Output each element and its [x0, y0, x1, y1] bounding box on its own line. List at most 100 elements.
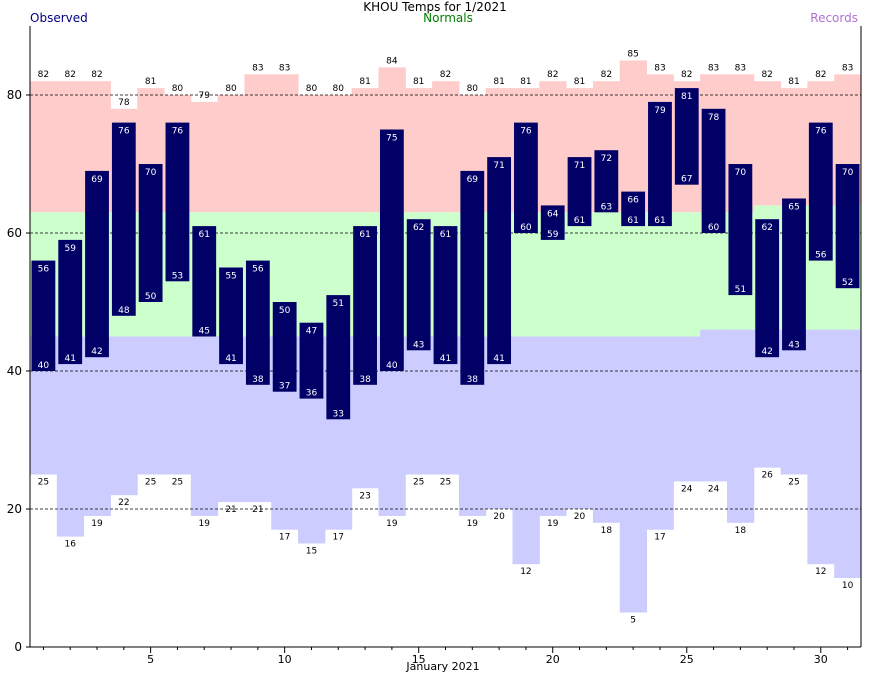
observed-high-label: 70	[145, 168, 157, 178]
observed-low-label: 50	[145, 292, 157, 302]
x-tick-label: 25	[680, 653, 694, 666]
observed-high-label: 61	[359, 230, 370, 240]
record-high-label: 81	[413, 77, 424, 87]
observed-high-label: 55	[225, 272, 236, 282]
observed-bar	[835, 164, 860, 289]
observed-high-label: 71	[493, 161, 504, 171]
record-high-band	[351, 88, 379, 213]
observed-bar	[540, 205, 565, 240]
record-low-band	[405, 336, 433, 475]
observed-high-label: 79	[654, 106, 666, 116]
record-high-band	[432, 81, 460, 213]
observed-high-label: 59	[64, 244, 76, 254]
record-low-label: 16	[64, 540, 76, 550]
observed-bar	[58, 239, 83, 365]
y-tick-label: 80	[7, 88, 22, 102]
observed-low-label: 40	[386, 361, 398, 371]
observed-high-label: 62	[413, 223, 424, 233]
record-low-band	[673, 336, 701, 482]
record-low-label: 18	[601, 526, 613, 536]
observed-bar	[353, 226, 377, 385]
observed-low-label: 43	[788, 340, 799, 350]
record-low-label: 20	[574, 512, 586, 522]
record-high-label: 83	[842, 63, 853, 73]
record-low-band	[83, 336, 111, 516]
observed-low-label: 41	[440, 354, 451, 364]
record-low-label: 19	[467, 519, 479, 529]
observed-low-label: 59	[547, 230, 559, 240]
y-tick-label: 60	[7, 226, 22, 240]
record-high-band	[56, 81, 85, 213]
observed-bar	[621, 191, 646, 227]
normal-band	[298, 212, 326, 337]
record-low-label: 25	[788, 478, 799, 488]
observed-low-label: 52	[842, 278, 853, 288]
record-high-label: 82	[91, 70, 102, 80]
observed-bar	[567, 157, 592, 227]
observed-bar	[782, 198, 806, 351]
record-low-label: 24	[708, 484, 720, 494]
x-tick-label: 10	[278, 653, 292, 666]
record-high-band	[298, 95, 326, 213]
observed-bar	[326, 295, 351, 420]
record-low-label: 19	[386, 519, 398, 529]
record-high-label: 83	[279, 63, 290, 73]
normal-band	[673, 212, 701, 337]
record-low-label: 10	[842, 581, 854, 591]
observed-high-label: 71	[574, 161, 585, 171]
record-low-band	[539, 336, 567, 516]
observed-low-label: 42	[91, 347, 102, 357]
record-high-label: 80	[306, 84, 318, 94]
record-high-label: 82	[761, 70, 772, 80]
observed-bar	[379, 129, 404, 371]
observed-high-label: 76	[118, 127, 130, 137]
observed-high-label: 56	[252, 265, 264, 275]
record-high-label: 80	[467, 84, 479, 94]
observed-low-label: 61	[654, 216, 665, 226]
observed-high-label: 78	[708, 113, 720, 123]
observed-high-label: 76	[172, 127, 184, 137]
record-low-band	[56, 336, 85, 537]
record-high-band	[324, 95, 353, 213]
observed-high-label: 61	[440, 230, 451, 240]
record-high-label: 81	[788, 77, 799, 87]
observed-low-label: 60	[520, 223, 532, 233]
record-high-band	[217, 95, 245, 213]
record-high-label: 81	[493, 77, 504, 87]
record-low-band	[190, 336, 219, 516]
observed-bar	[219, 267, 243, 365]
observed-bar	[406, 219, 431, 351]
record-low-label: 15	[306, 547, 317, 557]
record-low-band	[566, 336, 594, 509]
record-low-band	[807, 329, 835, 565]
observed-low-label: 38	[252, 375, 264, 385]
y-tick-label: 20	[7, 502, 22, 516]
record-low-band	[700, 329, 728, 482]
normal-band	[592, 212, 621, 337]
record-low-label: 19	[91, 519, 103, 529]
observed-high-label: 81	[681, 92, 692, 102]
chart-title: KHOU Temps for 1/2021	[363, 0, 507, 14]
observed-low-label: 38	[467, 375, 479, 385]
record-high-band	[190, 101, 219, 213]
observed-high-label: 51	[333, 299, 344, 309]
observed-bar	[701, 108, 726, 233]
record-low-label: 22	[118, 498, 129, 508]
x-tick-label: 30	[814, 653, 828, 666]
record-high-label: 83	[654, 63, 665, 73]
observed-bar	[245, 260, 270, 385]
record-low-label: 5	[630, 616, 636, 626]
record-low-label: 17	[279, 533, 290, 543]
observed-high-label: 64	[547, 209, 559, 219]
observed-high-label: 76	[520, 127, 532, 137]
y-tick-label: 40	[7, 364, 22, 378]
record-high-band	[30, 81, 58, 213]
observed-bar	[460, 170, 485, 385]
x-axis-label: January 2021	[406, 660, 480, 673]
observed-high-label: 66	[627, 196, 639, 206]
observed-low-label: 33	[333, 409, 344, 419]
record-low-band	[834, 329, 862, 578]
record-high-label: 82	[681, 70, 692, 80]
record-high-label: 82	[815, 70, 826, 80]
normal-band	[619, 212, 648, 337]
